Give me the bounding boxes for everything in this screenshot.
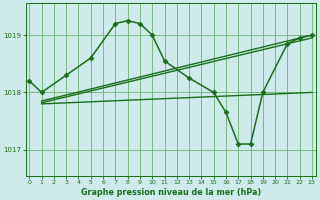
X-axis label: Graphe pression niveau de la mer (hPa): Graphe pression niveau de la mer (hPa) xyxy=(81,188,261,197)
